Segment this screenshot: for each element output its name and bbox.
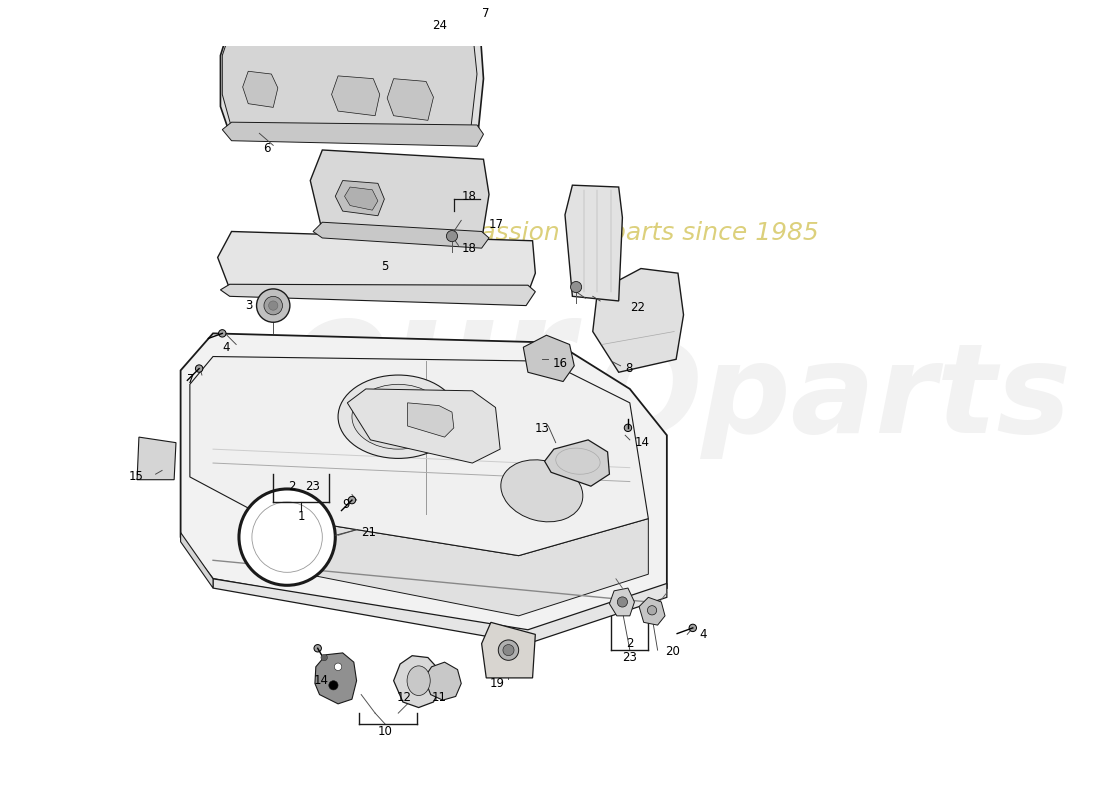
Text: 2: 2 [626, 637, 634, 650]
Text: 15: 15 [129, 470, 144, 483]
Text: 13: 13 [535, 422, 549, 435]
Circle shape [447, 230, 458, 242]
Polygon shape [348, 389, 500, 463]
Circle shape [334, 663, 342, 670]
Circle shape [219, 330, 225, 337]
Circle shape [252, 502, 322, 572]
Polygon shape [243, 71, 278, 107]
Polygon shape [180, 334, 667, 634]
Polygon shape [310, 150, 490, 241]
Polygon shape [213, 579, 667, 644]
Circle shape [268, 301, 278, 310]
Ellipse shape [338, 375, 459, 458]
Text: 22: 22 [630, 301, 645, 314]
Polygon shape [387, 78, 433, 120]
Text: 19: 19 [490, 677, 505, 690]
Text: 17: 17 [490, 218, 504, 230]
Text: a passion for parts since 1985: a passion for parts since 1985 [441, 222, 818, 246]
Circle shape [503, 645, 514, 656]
Text: 4: 4 [700, 628, 707, 641]
Polygon shape [639, 598, 665, 625]
Circle shape [689, 624, 696, 632]
Circle shape [498, 640, 519, 660]
Circle shape [450, 17, 458, 24]
Text: 8: 8 [625, 362, 632, 375]
Polygon shape [544, 440, 609, 486]
Polygon shape [222, 122, 484, 146]
Polygon shape [190, 357, 648, 556]
Circle shape [349, 496, 355, 504]
Text: 3: 3 [245, 299, 253, 312]
Text: eur: eur [286, 286, 574, 436]
Text: 1: 1 [297, 510, 305, 523]
Text: 11: 11 [431, 691, 447, 704]
Polygon shape [565, 185, 623, 301]
Text: 24: 24 [432, 19, 448, 32]
Text: 23: 23 [623, 651, 637, 664]
Text: 16: 16 [553, 357, 568, 370]
Circle shape [264, 296, 283, 315]
Circle shape [307, 34, 314, 41]
Polygon shape [609, 588, 635, 616]
Circle shape [256, 289, 290, 322]
Circle shape [329, 681, 338, 690]
Polygon shape [524, 335, 574, 382]
Polygon shape [314, 222, 490, 248]
Circle shape [314, 645, 321, 652]
Polygon shape [331, 76, 379, 116]
Text: 23: 23 [306, 480, 320, 493]
Circle shape [625, 424, 631, 431]
Polygon shape [315, 653, 356, 704]
Text: 7: 7 [482, 7, 490, 20]
Polygon shape [220, 284, 536, 306]
Ellipse shape [352, 384, 444, 449]
Text: 10: 10 [378, 725, 393, 738]
Circle shape [571, 282, 582, 293]
Circle shape [196, 365, 202, 372]
Text: 9: 9 [342, 498, 350, 511]
Text: 6: 6 [263, 142, 271, 154]
Text: 2: 2 [288, 480, 296, 493]
Ellipse shape [368, 394, 428, 439]
Polygon shape [407, 403, 454, 437]
Circle shape [302, 30, 318, 44]
Text: 21: 21 [361, 526, 376, 539]
Text: 18: 18 [461, 242, 476, 254]
Text: 14: 14 [314, 674, 329, 687]
Circle shape [617, 597, 627, 607]
Text: 18: 18 [461, 190, 476, 202]
Polygon shape [425, 662, 461, 700]
Text: 14: 14 [635, 436, 649, 449]
Text: Oparts: Oparts [595, 338, 1071, 458]
Text: 20: 20 [666, 645, 680, 658]
Text: 12: 12 [397, 691, 412, 704]
Polygon shape [394, 656, 441, 707]
Circle shape [648, 606, 657, 615]
Text: 7: 7 [187, 373, 195, 386]
Polygon shape [482, 622, 536, 678]
Polygon shape [180, 533, 213, 588]
Polygon shape [220, 20, 484, 143]
Text: 5: 5 [381, 260, 388, 273]
Polygon shape [260, 514, 648, 616]
Polygon shape [344, 187, 378, 210]
Polygon shape [593, 269, 683, 372]
Polygon shape [138, 437, 176, 480]
Polygon shape [222, 28, 477, 131]
Circle shape [239, 489, 336, 586]
Circle shape [321, 654, 328, 661]
Polygon shape [218, 231, 536, 298]
Text: 4: 4 [222, 341, 230, 354]
Polygon shape [336, 181, 384, 216]
Ellipse shape [500, 460, 583, 522]
Ellipse shape [407, 666, 430, 695]
Circle shape [471, 6, 477, 13]
